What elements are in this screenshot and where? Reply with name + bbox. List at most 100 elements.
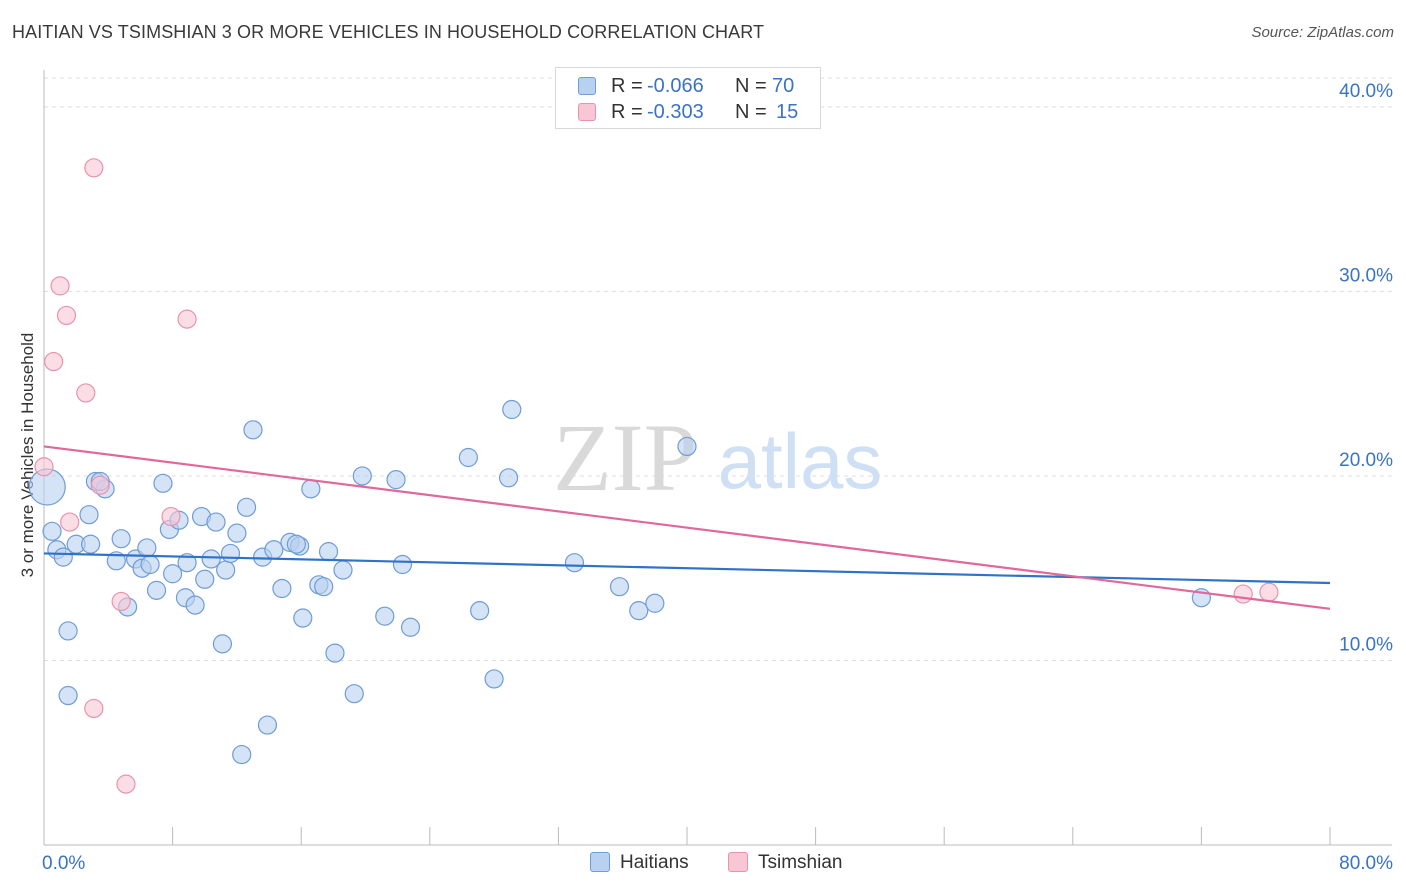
haitians-point <box>185 595 205 615</box>
haitians-points <box>28 399 1212 765</box>
haitians-point <box>293 608 313 628</box>
haitians-point <box>325 643 345 663</box>
x-tick-label: 80.0% <box>1339 853 1393 874</box>
haitians-point <box>375 606 395 626</box>
haitians-point <box>392 554 413 575</box>
tsimshian-point <box>84 158 104 178</box>
haitians-legend-swatch <box>590 852 610 872</box>
watermark-atlas: atlas <box>718 417 883 505</box>
haitians-point <box>58 621 78 641</box>
watermark-zip: ZIP <box>553 404 697 511</box>
haitians-swatch <box>578 77 596 95</box>
tsimshian-point <box>56 305 77 326</box>
r-label: R = <box>611 75 643 97</box>
haitians-point <box>609 577 630 597</box>
haitians-point <box>629 601 649 621</box>
tsimshian-point <box>44 351 64 372</box>
haitians-point <box>564 553 585 573</box>
r-label: R = <box>611 101 643 123</box>
haitians-point <box>227 523 247 543</box>
x-tick-label: 0.0% <box>42 853 85 874</box>
tsimshian-point <box>90 475 110 495</box>
haitians-point <box>400 617 421 637</box>
tsimshian-point <box>1259 582 1279 602</box>
y-tick-label: 10.0% <box>1339 634 1393 655</box>
tsimshian-point <box>84 698 104 719</box>
tsimshian-point <box>111 591 131 612</box>
tsimshian-points <box>34 158 1279 794</box>
tsimshian-point <box>60 512 80 532</box>
haitians-point <box>333 560 353 580</box>
y-tick-label: 20.0% <box>1339 450 1393 471</box>
tsimshian-point <box>161 506 181 527</box>
haitians-trend-line <box>43 552 1331 585</box>
haitians-point <box>53 547 73 567</box>
haitians-point <box>137 538 157 558</box>
haitians-point <box>344 684 364 704</box>
y-tick-label: 40.0% <box>1339 81 1393 102</box>
haitians-point <box>220 543 241 564</box>
haitians-point <box>58 685 78 706</box>
n-label: N = <box>735 101 767 123</box>
tsimshian-point <box>177 309 197 329</box>
source-label: Source: ZipAtlas.com <box>1251 24 1394 41</box>
haitians-point <box>257 715 278 735</box>
legend-item-haitians: Haitians <box>590 852 689 874</box>
tsimshian-point <box>76 383 96 403</box>
r-value: -0.066 <box>647 75 704 97</box>
haitians-point <box>236 497 257 517</box>
haitians-point <box>216 560 236 580</box>
legend-label-haitians: Haitians <box>620 852 689 873</box>
haitians-point <box>470 601 490 621</box>
watermark: ZIP atlas <box>553 404 882 511</box>
haitians-point <box>352 466 372 486</box>
haitians-point <box>243 420 263 440</box>
haitians-point <box>81 534 101 554</box>
tick-labels: 10.0% 20.0% 30.0% 40.0% 0.0% 80.0% <box>42 81 1393 874</box>
haitians-point <box>502 399 522 420</box>
haitians-point <box>42 521 62 541</box>
tsimshian-point <box>50 276 70 296</box>
haitians-point <box>301 479 321 499</box>
haitians-point <box>201 549 221 569</box>
n-label: N = <box>735 75 767 97</box>
haitians-point <box>484 669 504 689</box>
haitians-point <box>212 634 233 654</box>
grid-lines <box>44 77 1392 661</box>
haitians-point <box>264 540 284 560</box>
n-value: 70 <box>772 75 795 97</box>
haitians-point <box>272 578 292 599</box>
legend-label-tsimshian: Tsimshian <box>758 852 843 873</box>
y-tick-label: 30.0% <box>1339 265 1393 286</box>
stats-box: R = -0.066 N = 70 R = -0.303 N = 15 <box>555 67 821 129</box>
haitians-point <box>163 564 183 584</box>
tsimshian-trend-line <box>43 445 1331 610</box>
chart-title: HAITIAN VS TSIMSHIAN 3 OR MORE VEHICLES … <box>12 22 765 42</box>
haitians-point <box>386 470 406 490</box>
tsimshian-point <box>116 774 136 794</box>
haitians-point <box>206 512 226 532</box>
haitians-point <box>458 447 478 468</box>
n-value: 15 <box>776 101 799 123</box>
haitians-point <box>645 593 665 613</box>
tsimshian-legend-swatch <box>728 852 748 872</box>
haitians-point <box>677 436 697 457</box>
tsimshian-point <box>1233 584 1253 604</box>
haitians-point <box>140 554 160 575</box>
haitians-point <box>111 529 131 549</box>
tsimshian-swatch <box>578 103 596 121</box>
haitians-point <box>106 551 126 571</box>
haitians-point <box>286 534 306 554</box>
haitians-point <box>318 542 339 562</box>
haitians-point <box>146 580 167 600</box>
haitians-point <box>177 553 197 573</box>
tsimshian-point <box>34 457 54 477</box>
legend-item-tsimshian: Tsimshian <box>728 852 842 874</box>
haitians-point <box>153 473 173 493</box>
r-value: -0.303 <box>647 101 704 123</box>
haitians-point <box>79 505 99 525</box>
haitians-point <box>498 468 519 488</box>
trend-lines <box>43 445 1331 610</box>
haitians-point <box>195 569 215 589</box>
